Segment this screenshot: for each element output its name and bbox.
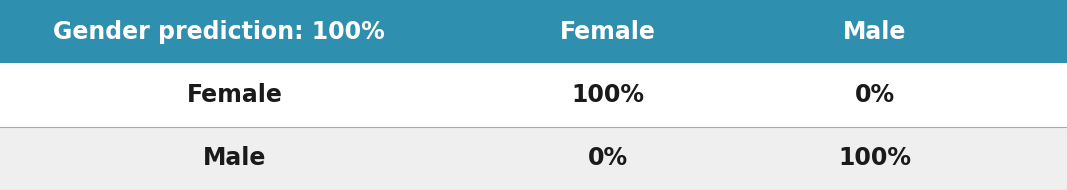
Text: Gender prediction: 100%: Gender prediction: 100% (53, 20, 385, 44)
FancyBboxPatch shape (0, 127, 1067, 190)
Text: Male: Male (203, 146, 267, 170)
Text: 100%: 100% (839, 146, 911, 170)
Text: Female: Female (187, 83, 283, 107)
Text: 0%: 0% (855, 83, 895, 107)
Text: 100%: 100% (572, 83, 644, 107)
Text: Male: Male (843, 20, 907, 44)
FancyBboxPatch shape (0, 0, 1067, 63)
FancyBboxPatch shape (0, 63, 1067, 127)
Text: Female: Female (560, 20, 656, 44)
Text: 0%: 0% (588, 146, 628, 170)
